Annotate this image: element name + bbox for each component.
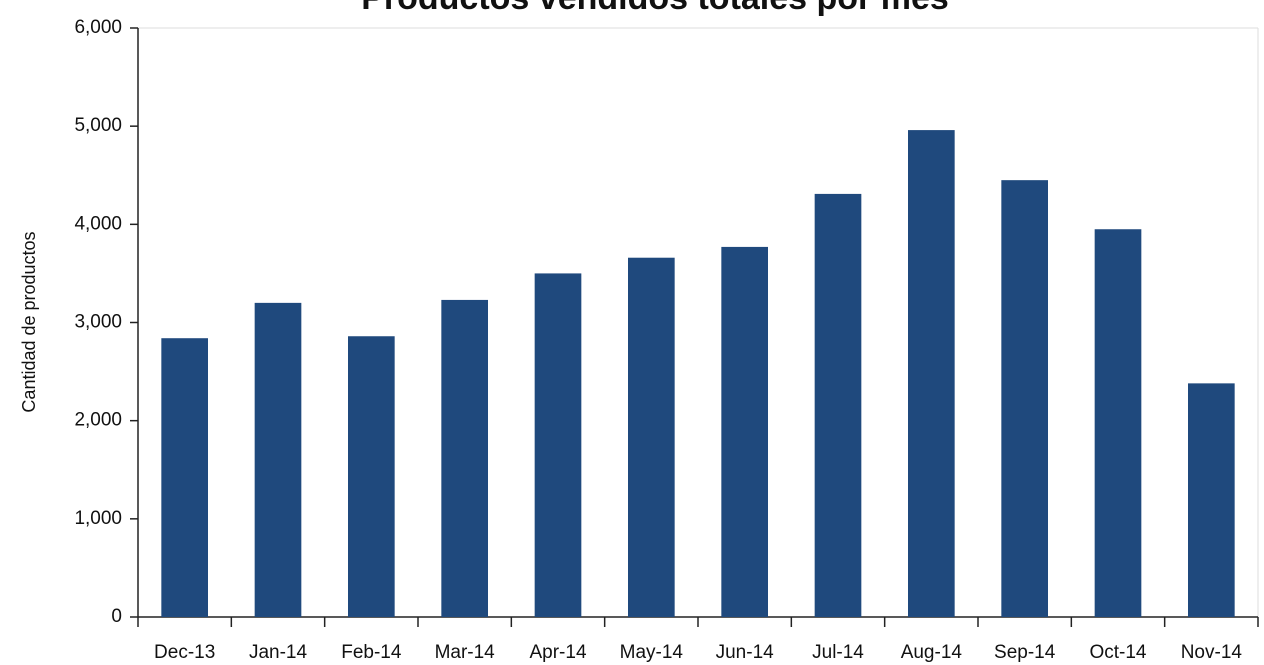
x-tick-label: Nov-14: [1181, 642, 1243, 663]
y-tick-label: 1,000: [74, 508, 122, 529]
y-tick-label: 3,000: [74, 312, 122, 333]
bar: [1188, 383, 1235, 617]
x-tick-label: Feb-14: [341, 642, 402, 663]
x-tick-label: Jul-14: [812, 642, 864, 663]
x-tick-label: Mar-14: [435, 642, 496, 663]
y-tick-label: 5,000: [74, 115, 122, 136]
x-tick-label: Jan-14: [249, 642, 308, 663]
bar: [628, 257, 675, 617]
x-tick-label: Aug-14: [901, 642, 963, 663]
bar: [814, 193, 862, 617]
x-tick-label: Sep-14: [994, 642, 1056, 663]
bar: [1001, 180, 1048, 618]
bar: [908, 130, 955, 618]
x-tick-label: Oct-14: [1089, 642, 1146, 663]
y-axis-label: Cantidad de productos: [19, 231, 39, 412]
y-tick-label: 4,000: [74, 213, 122, 234]
bar: [161, 338, 208, 617]
y-tick-label: 6,000: [74, 17, 122, 38]
x-tick-label: Dec-13: [154, 642, 215, 663]
y-tick-label: 2,000: [74, 410, 122, 431]
x-tick-label: May-14: [620, 642, 684, 663]
bar: [441, 299, 488, 617]
x-tick-label: Jun-14: [716, 642, 775, 663]
bar: [534, 273, 582, 617]
chart-title: Productos vendidos totales por mes: [361, 0, 949, 17]
y-tick-label: 0: [111, 606, 122, 627]
bar: [348, 336, 395, 617]
bar: [1094, 229, 1142, 617]
x-tick-label: Apr-14: [529, 642, 586, 663]
bar: [721, 246, 768, 617]
bar: [254, 302, 302, 617]
